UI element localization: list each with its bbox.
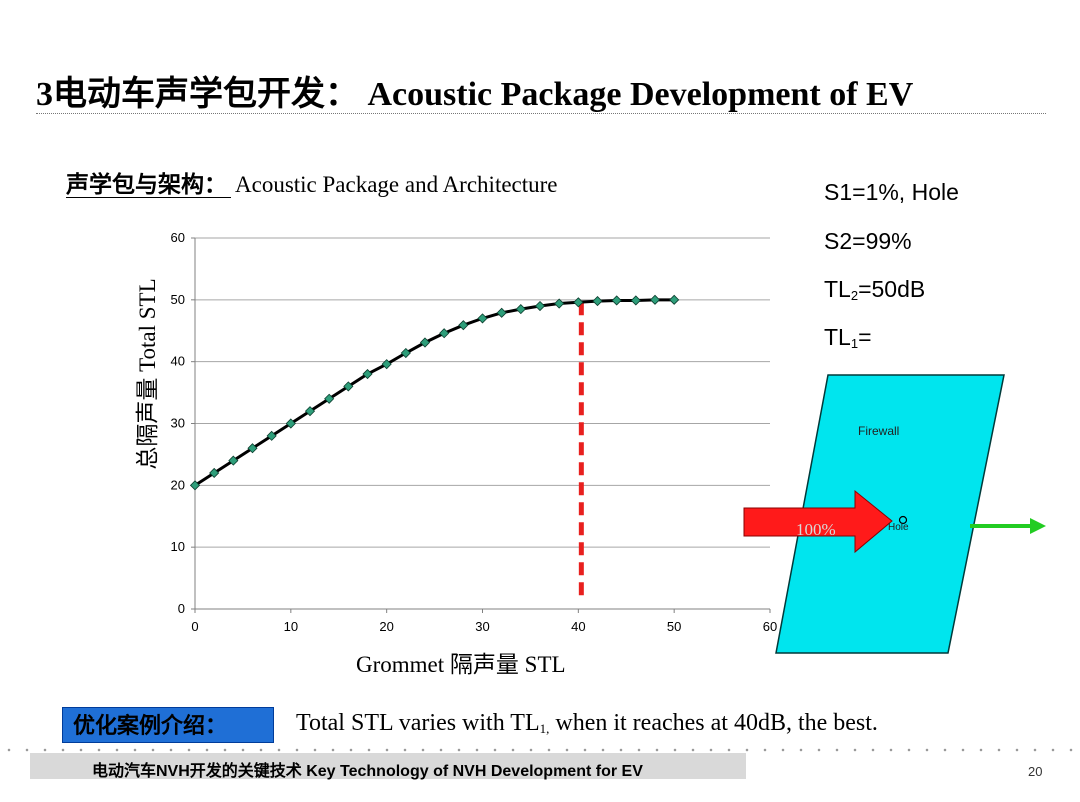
chart-data-point: [611, 295, 622, 306]
incident-percent-label: 100%: [796, 520, 836, 539]
chart-data-point: [496, 307, 507, 318]
param-tl1-sub: 1: [850, 336, 859, 351]
chart-y-tick-label: 20: [171, 477, 185, 492]
slide-title: 3电动车声学包开发： Acoustic Package Development …: [36, 76, 914, 113]
summary-text: Total STL varies with TL1, when it reach…: [296, 710, 878, 737]
chart-tick-labels: 0 10 20 30 40 50 60 0 10 20 30 40 50 60: [171, 230, 778, 634]
chart-x-tick-label: 50: [667, 619, 681, 634]
footer-bar: [30, 753, 746, 779]
chart-y-tick-label: 60: [171, 230, 185, 245]
chart-data-point: [343, 381, 354, 392]
chart-data-point: [554, 298, 565, 309]
firewall-label: Firewall: [858, 424, 899, 438]
param-s2: S2=99%: [824, 228, 912, 254]
hole-label: Hole: [888, 522, 909, 533]
chart-data-point: [362, 368, 373, 380]
page-number: 20: [1028, 764, 1043, 779]
incident-sound-arrow: [743, 489, 893, 554]
param-tl2-prefix: TL: [824, 276, 851, 302]
chart-series: [189, 294, 680, 491]
summary-text-pre: Total STL varies with TL: [296, 710, 540, 736]
chart-series-line: [194, 298, 675, 487]
chart-y-axis-label: 总隔声量 Total STL: [135, 278, 160, 470]
stl-line-chart: 0 10 20 30 40 50 60 0 10 20 30 40 50 60: [171, 230, 778, 634]
summary-text-sub: 1,: [539, 721, 550, 736]
firewall-panel: [775, 374, 1005, 654]
param-tl2: TL2=50dB: [824, 276, 925, 303]
chart-y-tick-label: 40: [171, 354, 185, 369]
chart-x-tick-label: 10: [284, 619, 298, 634]
chart-data-point: [247, 443, 258, 454]
chart-data-point: [209, 467, 220, 479]
section-heading-en: Acoustic Package and Architecture: [235, 172, 558, 197]
chart-y-tick-label: 30: [171, 416, 185, 431]
summary-text-post: when it reaches at 40dB, the best.: [549, 710, 878, 736]
chart-grid: [195, 237, 770, 548]
chart-x-tick-label: 20: [379, 619, 393, 634]
chart-data-point: [515, 304, 526, 315]
chart-data-point: [477, 313, 488, 324]
transmitted-arrow-head: [1030, 518, 1046, 534]
chart-data-point: [381, 359, 392, 370]
chart-x-tick-label: 0: [191, 619, 198, 634]
chart-data-point: [458, 320, 469, 331]
chart-x-tick-label: 40: [571, 619, 585, 634]
chart-y-tick-label: 0: [178, 601, 185, 616]
param-tl1: TL1=: [824, 324, 872, 351]
chart-y-tick-label: 10: [171, 539, 185, 554]
chart-data-point: [534, 300, 546, 312]
chart-data-point: [630, 295, 641, 306]
chart-axes: [191, 237, 771, 613]
chart-data-point: [189, 480, 201, 491]
chart-data-point: [592, 296, 603, 307]
chart-data-point: [304, 406, 316, 417]
chart-x-tick-label: 30: [475, 619, 489, 634]
firewall-diagram: Firewall 100% Hole: [743, 374, 1046, 654]
param-tl2-suffix: =50dB: [858, 276, 926, 302]
summary-tag: 优化案例介绍：: [62, 707, 274, 743]
param-tl1-prefix: TL: [824, 324, 851, 350]
chart-x-axis-label: Grommet 隔声量 STL: [356, 652, 566, 677]
chart-data-point: [266, 430, 277, 441]
param-tl1-suffix: =: [858, 324, 872, 350]
chart-data-point: [324, 393, 335, 404]
chart-data-point: [669, 294, 680, 305]
hole-marker: [898, 515, 908, 525]
section-heading-cn: 声学包与架构：: [66, 172, 231, 198]
chart-data-point: [228, 455, 239, 466]
param-s1: S1=1%, Hole: [824, 179, 959, 205]
title-divider: [36, 113, 1046, 114]
chart-data-point: [419, 337, 431, 348]
footer-text: 电动汽车NVH开发的关键技术 Key Technology of NVH Dev…: [92, 763, 643, 780]
footer-dot-band: [0, 746, 1080, 754]
param-tl2-sub: 2: [850, 288, 859, 303]
chart-data-point: [649, 294, 661, 305]
chart-y-tick-label: 50: [171, 292, 185, 307]
chart-data-point: [400, 347, 411, 359]
chart-x-tick-label: 60: [763, 619, 777, 634]
chart-data-point: [573, 297, 584, 308]
chart-data-point: [439, 328, 450, 339]
section-heading: 声学包与架构： Acoustic Package and Architecture: [66, 165, 558, 199]
chart-data-point: [285, 418, 296, 429]
